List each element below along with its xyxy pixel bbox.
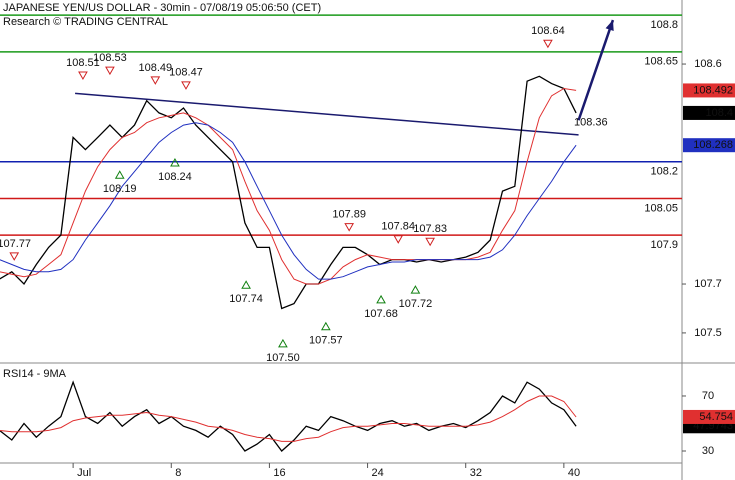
high-label: 108.49 <box>138 62 172 74</box>
last-value-label: 108.268 <box>693 139 733 151</box>
low-marker <box>278 338 288 348</box>
high-marker <box>9 252 20 261</box>
last-value-label: 108.4 <box>705 107 733 119</box>
x-tick-label: 40 <box>568 467 580 479</box>
low-label: 107.74 <box>229 293 263 305</box>
x-tick-label: Jul <box>77 467 91 479</box>
trendline <box>75 92 579 136</box>
series-line <box>0 122 577 280</box>
low-marker <box>114 170 125 179</box>
y-tick-label: 108.6 <box>694 58 722 70</box>
low-marker <box>376 294 386 304</box>
last-value-box <box>683 105 735 120</box>
chart-subtitle: Research © TRADING CENTRAL <box>3 16 168 28</box>
forecast-arrow <box>577 19 615 121</box>
last-value-label: 54.754 <box>699 411 733 423</box>
high-marker <box>150 76 161 85</box>
price-label: 108.36 <box>574 117 608 129</box>
low-label: 107.72 <box>399 298 433 310</box>
series-line <box>0 75 577 310</box>
low-marker <box>410 285 421 294</box>
high-label: 108.47 <box>169 67 203 79</box>
last-value-label: 108.492 <box>693 84 733 96</box>
low-label: 108.24 <box>158 171 192 183</box>
low-label: 107.57 <box>309 335 343 347</box>
chart-title: JAPANESE YEN/US DOLLAR - 30min - 07/08/1… <box>3 2 321 14</box>
low-marker <box>170 158 180 167</box>
series-line <box>0 395 577 442</box>
level-label: 108.2 <box>650 166 678 178</box>
x-tick-label: 16 <box>273 467 285 479</box>
arrow-head <box>605 20 614 32</box>
high-label: 107.83 <box>413 223 447 235</box>
x-tick-label: 32 <box>470 467 482 479</box>
y-tick-label: 107.7 <box>694 278 722 290</box>
last-value-box <box>683 409 735 424</box>
last-value-box <box>683 83 735 98</box>
low-label: 108.19 <box>103 183 137 195</box>
high-marker <box>181 81 191 90</box>
low-label: 107.68 <box>364 308 398 320</box>
y-tick-label: 30 <box>702 445 714 457</box>
high-label: 108.51 <box>66 57 100 69</box>
last-value-box <box>683 138 735 153</box>
low-marker <box>320 321 331 331</box>
high-marker <box>344 223 355 232</box>
high-marker <box>393 235 404 244</box>
high-label: 108.53 <box>93 52 127 64</box>
x-tick-label: 8 <box>175 467 181 479</box>
y-tick-label: 107.5 <box>694 327 722 339</box>
level-label: 107.9 <box>650 239 678 251</box>
low-marker <box>241 280 251 289</box>
y-tick-label: 70 <box>702 390 714 402</box>
level-label: 108.65 <box>644 56 678 68</box>
high-label: 107.89 <box>332 208 366 220</box>
level-label: 108.05 <box>644 202 678 214</box>
low-label: 107.50 <box>266 352 300 364</box>
high-label: 107.77 <box>0 238 31 250</box>
high-marker <box>543 39 553 49</box>
high-marker <box>105 66 115 76</box>
panel-title: RSI14 - 9MA <box>3 368 67 380</box>
high-marker <box>425 237 435 247</box>
series-line <box>0 87 577 285</box>
x-tick-label: 24 <box>372 467 384 479</box>
high-marker <box>78 71 88 81</box>
level-label: 108.8 <box>650 19 678 31</box>
high-label: 107.84 <box>381 221 415 233</box>
high-label: 108.64 <box>531 25 565 37</box>
series-line <box>0 380 577 452</box>
